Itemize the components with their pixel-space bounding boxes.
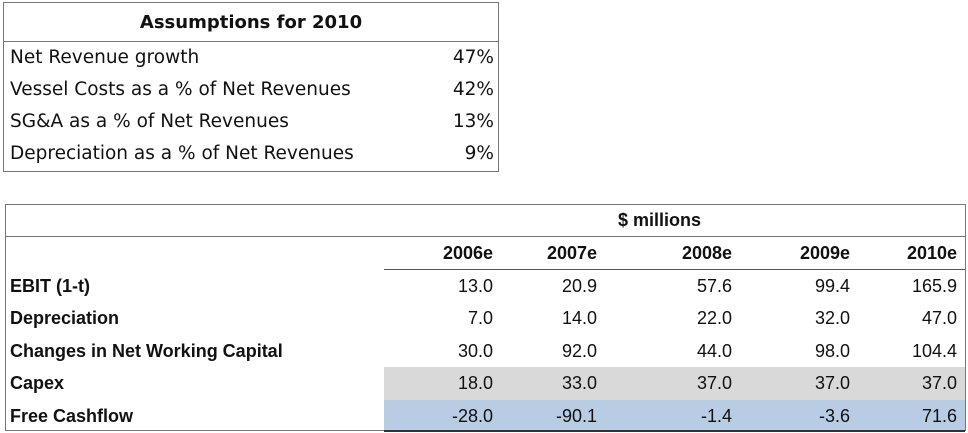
- cashflow-table: $ millions 2006e 2007e 2008e 2009e 2010e…: [5, 204, 966, 432]
- year-header: 2006e: [442, 243, 493, 263]
- cell-value: 32.0: [814, 308, 850, 328]
- cell-value: -3.6: [818, 405, 850, 426]
- assumption-label: SG&A as a % of Net Revenues: [10, 111, 289, 132]
- row-label: EBIT (1-t): [10, 275, 90, 296]
- assumption-label: Net Revenue growth: [10, 47, 200, 68]
- cell-value: 37.0: [696, 373, 732, 393]
- cell-value: -1.4: [700, 405, 732, 426]
- assumption-row: Vessel Costs as a % of Net Revenues 42%: [4, 74, 498, 106]
- assumption-row: Net Revenue growth 47%: [4, 42, 498, 74]
- assumption-value: 42%: [452, 79, 494, 100]
- cell-value: 99.4: [814, 275, 850, 296]
- assumption-value: 9%: [464, 143, 494, 164]
- cell-value: -90.1: [555, 405, 597, 426]
- assumptions-table: Assumptions for 2010 Net Revenue growth 4…: [3, 2, 499, 172]
- assumption-label: Vessel Costs as a % of Net Revenues: [10, 79, 351, 100]
- cell-value: 37.0: [814, 373, 850, 393]
- cell-value: -28.0: [451, 405, 493, 426]
- cell-value: 20.9: [561, 275, 597, 296]
- year-header-row: 2006e 2007e 2008e 2009e 2010e: [6, 237, 965, 270]
- row-label: Changes in Net Working Capital: [10, 340, 283, 361]
- table-row: EBIT (1-t) 13.0 20.9 57.6 99.4 165.9: [6, 270, 965, 303]
- cell-value: 47.0: [921, 308, 957, 328]
- cell-value: 30.0: [457, 340, 493, 361]
- assumption-value: 47%: [452, 47, 494, 68]
- row-label: Capex: [10, 373, 65, 393]
- year-header: 2010e: [906, 243, 957, 263]
- cell-value: 13.0: [457, 275, 493, 296]
- unit-header: $ millions: [6, 205, 965, 237]
- assumption-label: Depreciation as a % of Net Revenues: [10, 143, 354, 164]
- cell-value: 22.0: [696, 308, 732, 328]
- cell-value: 44.0: [696, 340, 732, 361]
- assumption-row: Depreciation as a % of Net Revenues 9%: [4, 138, 498, 170]
- cell-value: 33.0: [561, 373, 597, 393]
- cell-value: 37.0: [921, 373, 957, 393]
- year-header: 2009e: [799, 243, 850, 263]
- cell-value: 7.0: [467, 308, 493, 328]
- row-label: Depreciation: [10, 308, 120, 328]
- assumptions-title: Assumptions for 2010: [4, 3, 498, 42]
- cell-value: 104.4: [911, 340, 957, 361]
- cell-value: 92.0: [561, 340, 597, 361]
- table-row: Free Cashflow -28.0 -90.1 -1.4 -3.6 71.6: [6, 399, 965, 432]
- year-header: 2007e: [546, 243, 597, 263]
- cell-value: 14.0: [561, 308, 597, 328]
- row-label: Free Cashflow: [10, 405, 134, 426]
- year-header: 2008e: [681, 243, 732, 263]
- cell-value: 18.0: [457, 373, 493, 393]
- cell-value: 165.9: [911, 275, 957, 296]
- table-row: Capex 18.0 33.0 37.0 37.0 37.0: [6, 367, 965, 400]
- table-row: Depreciation 7.0 14.0 22.0 32.0 47.0: [6, 302, 965, 335]
- cell-value: 98.0: [814, 340, 850, 361]
- unit-label: $ millions: [618, 210, 702, 230]
- cell-value: 57.6: [696, 275, 732, 296]
- assumption-value: 13%: [452, 111, 494, 132]
- table-row: Changes in Net Working Capital 30.0 92.0 44…: [6, 335, 965, 368]
- cell-value: 71.6: [921, 405, 957, 426]
- assumption-row: SG&A as a % of Net Revenues 13%: [4, 106, 498, 138]
